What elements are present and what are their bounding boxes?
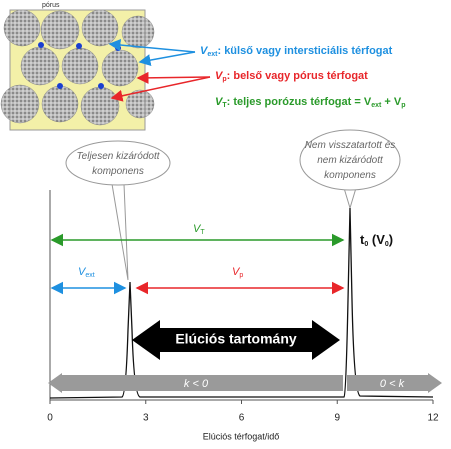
x-tick-label: 12 bbox=[427, 413, 439, 424]
label-vp: Vp bbox=[232, 266, 243, 279]
pore-label: pórus bbox=[42, 2, 60, 9]
legend-ext: Vext: külső vagy intersticiális térfogat bbox=[200, 45, 393, 58]
x-tick-label: 6 bbox=[239, 413, 245, 424]
k-left-label: k < 0 bbox=[184, 378, 209, 390]
x-tick-label: 0 bbox=[47, 413, 53, 424]
label-t0: t0 (V0) bbox=[360, 232, 393, 247]
inset: pórus bbox=[1, 2, 154, 130]
x-tick-label: 9 bbox=[334, 413, 340, 424]
diagram: pórus Vext: külső vagy intersticiális té… bbox=[0, 0, 451, 449]
range-label: Elúciós tartomány bbox=[175, 331, 297, 347]
label-vext: Vext bbox=[78, 266, 95, 279]
k-right-label: 0 < k bbox=[380, 378, 405, 390]
x-axis-title: Elúciós térfogat/idő bbox=[203, 431, 280, 441]
legend-t: VT: teljes porózus térfogat = Vext + Vp bbox=[215, 96, 405, 109]
label-vt: VT bbox=[193, 223, 205, 236]
legend-p: Vp: belső vagy pórus térfogat bbox=[215, 70, 368, 83]
x-tick-label: 3 bbox=[143, 413, 149, 424]
